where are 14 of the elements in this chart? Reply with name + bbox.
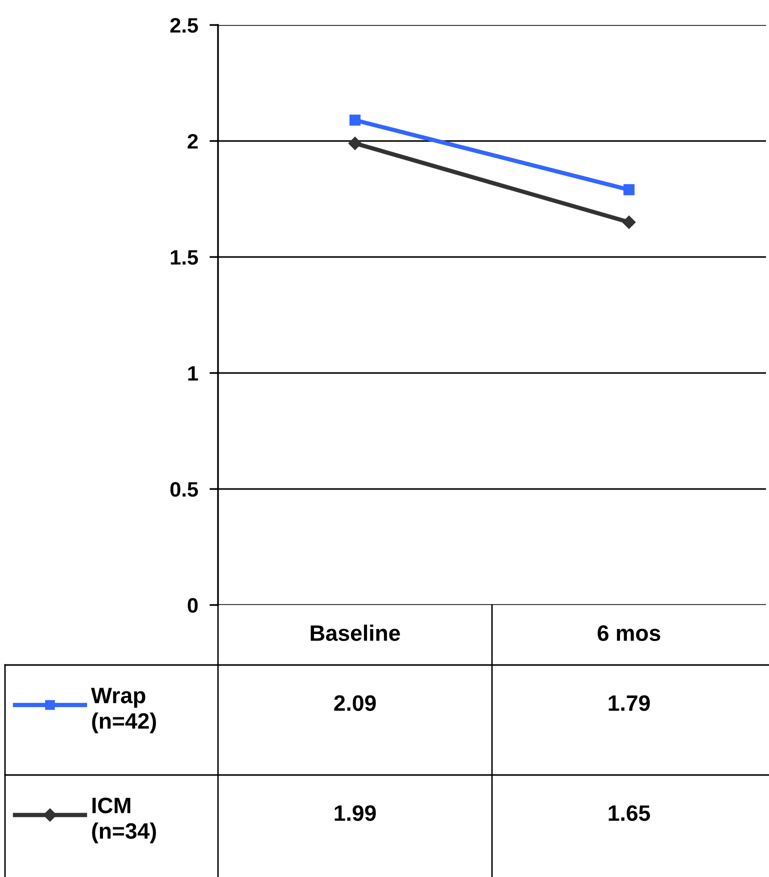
y-tick-label: 1	[188, 366, 198, 381]
y-tick-label: 2.5	[170, 18, 198, 33]
y-tick-label: 0	[188, 598, 198, 613]
y-tick-label: 0.5	[170, 482, 198, 497]
data-label: 1.79	[608, 695, 650, 711]
y-tick-label: 2	[188, 134, 198, 149]
data-label: 2.09	[334, 695, 376, 711]
legend-label: Wrap (n=42)	[91, 688, 156, 734]
x-tick-label: 6 mos	[598, 625, 660, 641]
legend-label: ICM (n=34)	[92, 798, 156, 844]
y-tick-label: 1.5	[170, 250, 198, 265]
x-tick-label: Baseline	[310, 624, 400, 641]
data-label: 1.65	[608, 805, 650, 821]
data-label: 1.99	[334, 805, 376, 821]
